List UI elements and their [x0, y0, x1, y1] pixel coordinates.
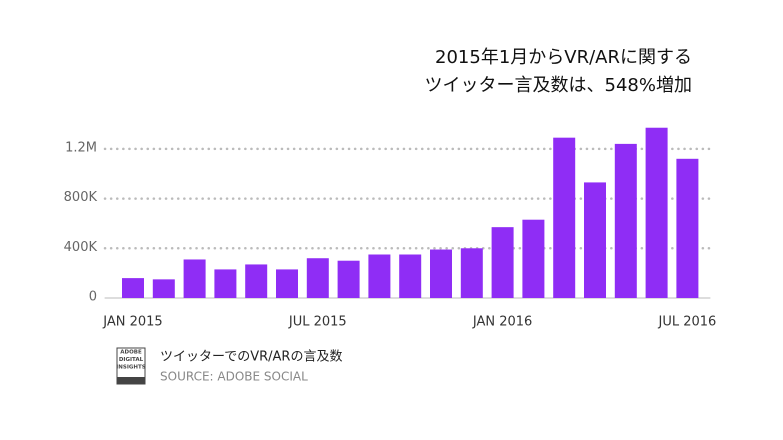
y-tick-label: 0 [89, 290, 97, 305]
bar [553, 137, 576, 298]
bar [245, 264, 268, 298]
bar [152, 279, 175, 298]
x-tick-label: JUL 2016 [657, 315, 716, 330]
logo-text: DIGITAL [119, 357, 144, 363]
bar [276, 269, 298, 298]
bar [584, 182, 606, 298]
logo-text: 2016 [123, 372, 138, 378]
bar [337, 260, 360, 298]
note: ツイッターでのVR/ARの言及数 [160, 350, 342, 365]
bar [306, 258, 329, 298]
logo-band [117, 377, 145, 384]
x-tick-label: JAN 2016 [472, 315, 532, 330]
bar [183, 259, 206, 298]
chart-title: 2015年1月からVR/ARに関する [435, 47, 692, 68]
x-tick-label: JUL 2015 [288, 315, 347, 330]
bar [122, 278, 144, 298]
bar [460, 248, 483, 298]
y-tick-label: 1.2M [65, 140, 97, 155]
y-tick-label: 800K [64, 190, 98, 205]
y-tick-label: 400K [64, 240, 98, 255]
bar [614, 143, 637, 298]
bar [645, 127, 668, 298]
logo-text: ADOBE [120, 350, 142, 356]
x-tick-label: JAN 2015 [102, 315, 162, 330]
bar [368, 254, 391, 298]
chart-title: ツイッター言及数は、548%増加 [425, 75, 692, 96]
source: SOURCE: ADOBE SOCIAL [160, 370, 308, 384]
bar [522, 219, 545, 298]
bar [430, 249, 452, 298]
bar [676, 158, 699, 298]
bar [399, 254, 422, 298]
logo-text: INSIGHTS [116, 365, 146, 371]
bar [214, 269, 237, 298]
bar [491, 227, 514, 298]
